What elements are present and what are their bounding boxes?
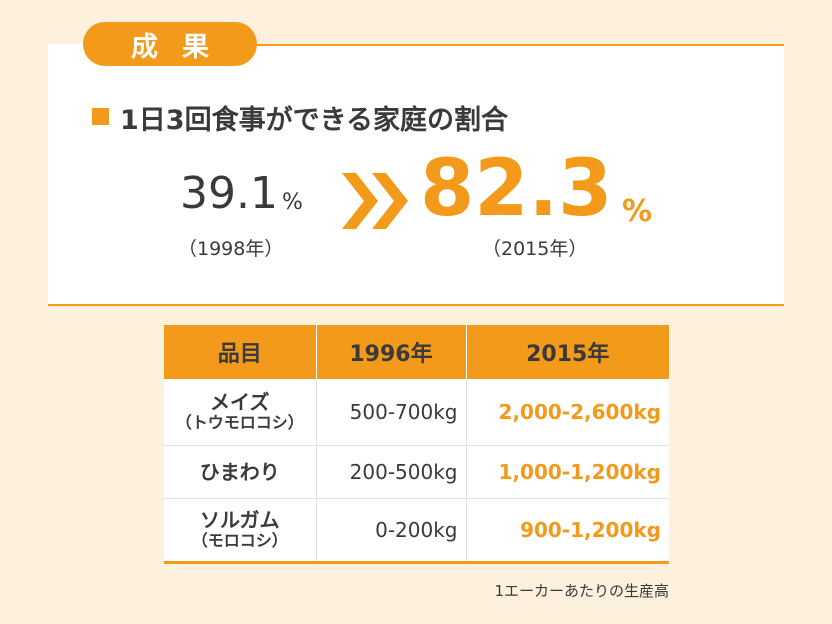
before-year: （1998年） <box>178 238 284 260</box>
section-heading: 1日3回食事ができる家庭の割合 <box>120 105 509 136</box>
yield-2015-cell: 900-1,200kg <box>465 498 669 564</box>
table-row: ひまわり 200-500kg 1,000-1,200kg <box>164 445 669 499</box>
table-row: ソルガム （モロコシ） 0-200kg 900-1,200kg <box>164 498 669 564</box>
before-unit: % <box>282 190 303 215</box>
item-cell: ひまわり <box>164 445 316 499</box>
table-header-row: 品目 1996年 2015年 <box>164 325 669 379</box>
before-value: 39.1 <box>180 168 278 219</box>
header-1996: 1996年 <box>315 325 466 379</box>
after-year: （2015年） <box>482 238 588 260</box>
item-name: メイズ <box>210 390 270 415</box>
after-unit: % <box>622 194 653 229</box>
item-subname: （トウモロコシ） <box>175 413 304 433</box>
item-name: ひまわり <box>199 459 280 484</box>
heading-square-icon <box>92 108 109 125</box>
results-card <box>48 44 784 304</box>
yield-1996-cell: 500-700kg <box>315 379 466 446</box>
yield-1996-cell: 200-500kg <box>315 445 466 499</box>
double-chevron-right-icon <box>342 173 408 229</box>
header-item: 品目 <box>164 325 316 379</box>
item-cell: ソルガム （モロコシ） <box>164 498 316 564</box>
item-cell: メイズ （トウモロコシ） <box>164 379 316 446</box>
yield-1996-cell: 0-200kg <box>315 498 466 564</box>
table-row: メイズ （トウモロコシ） 500-700kg 2,000-2,600kg <box>164 379 669 446</box>
item-name: ソルガム <box>200 508 280 533</box>
after-value: 82.3 <box>420 144 613 234</box>
item-subname: （モロコシ） <box>191 531 288 551</box>
section-tab: 成果 <box>83 22 257 66</box>
header-2015: 2015年 <box>465 325 669 379</box>
card-bottom-rule <box>48 304 784 306</box>
yield-2015-cell: 2,000-2,600kg <box>465 379 669 446</box>
section-tab-rule <box>257 44 784 46</box>
yield-table: 品目 1996年 2015年 メイズ （トウモロコシ） 500-700kg 2,… <box>164 325 669 564</box>
yield-2015-cell: 1,000-1,200kg <box>465 445 669 499</box>
footnote: 1エーカーあたりの生産高 <box>494 582 669 600</box>
